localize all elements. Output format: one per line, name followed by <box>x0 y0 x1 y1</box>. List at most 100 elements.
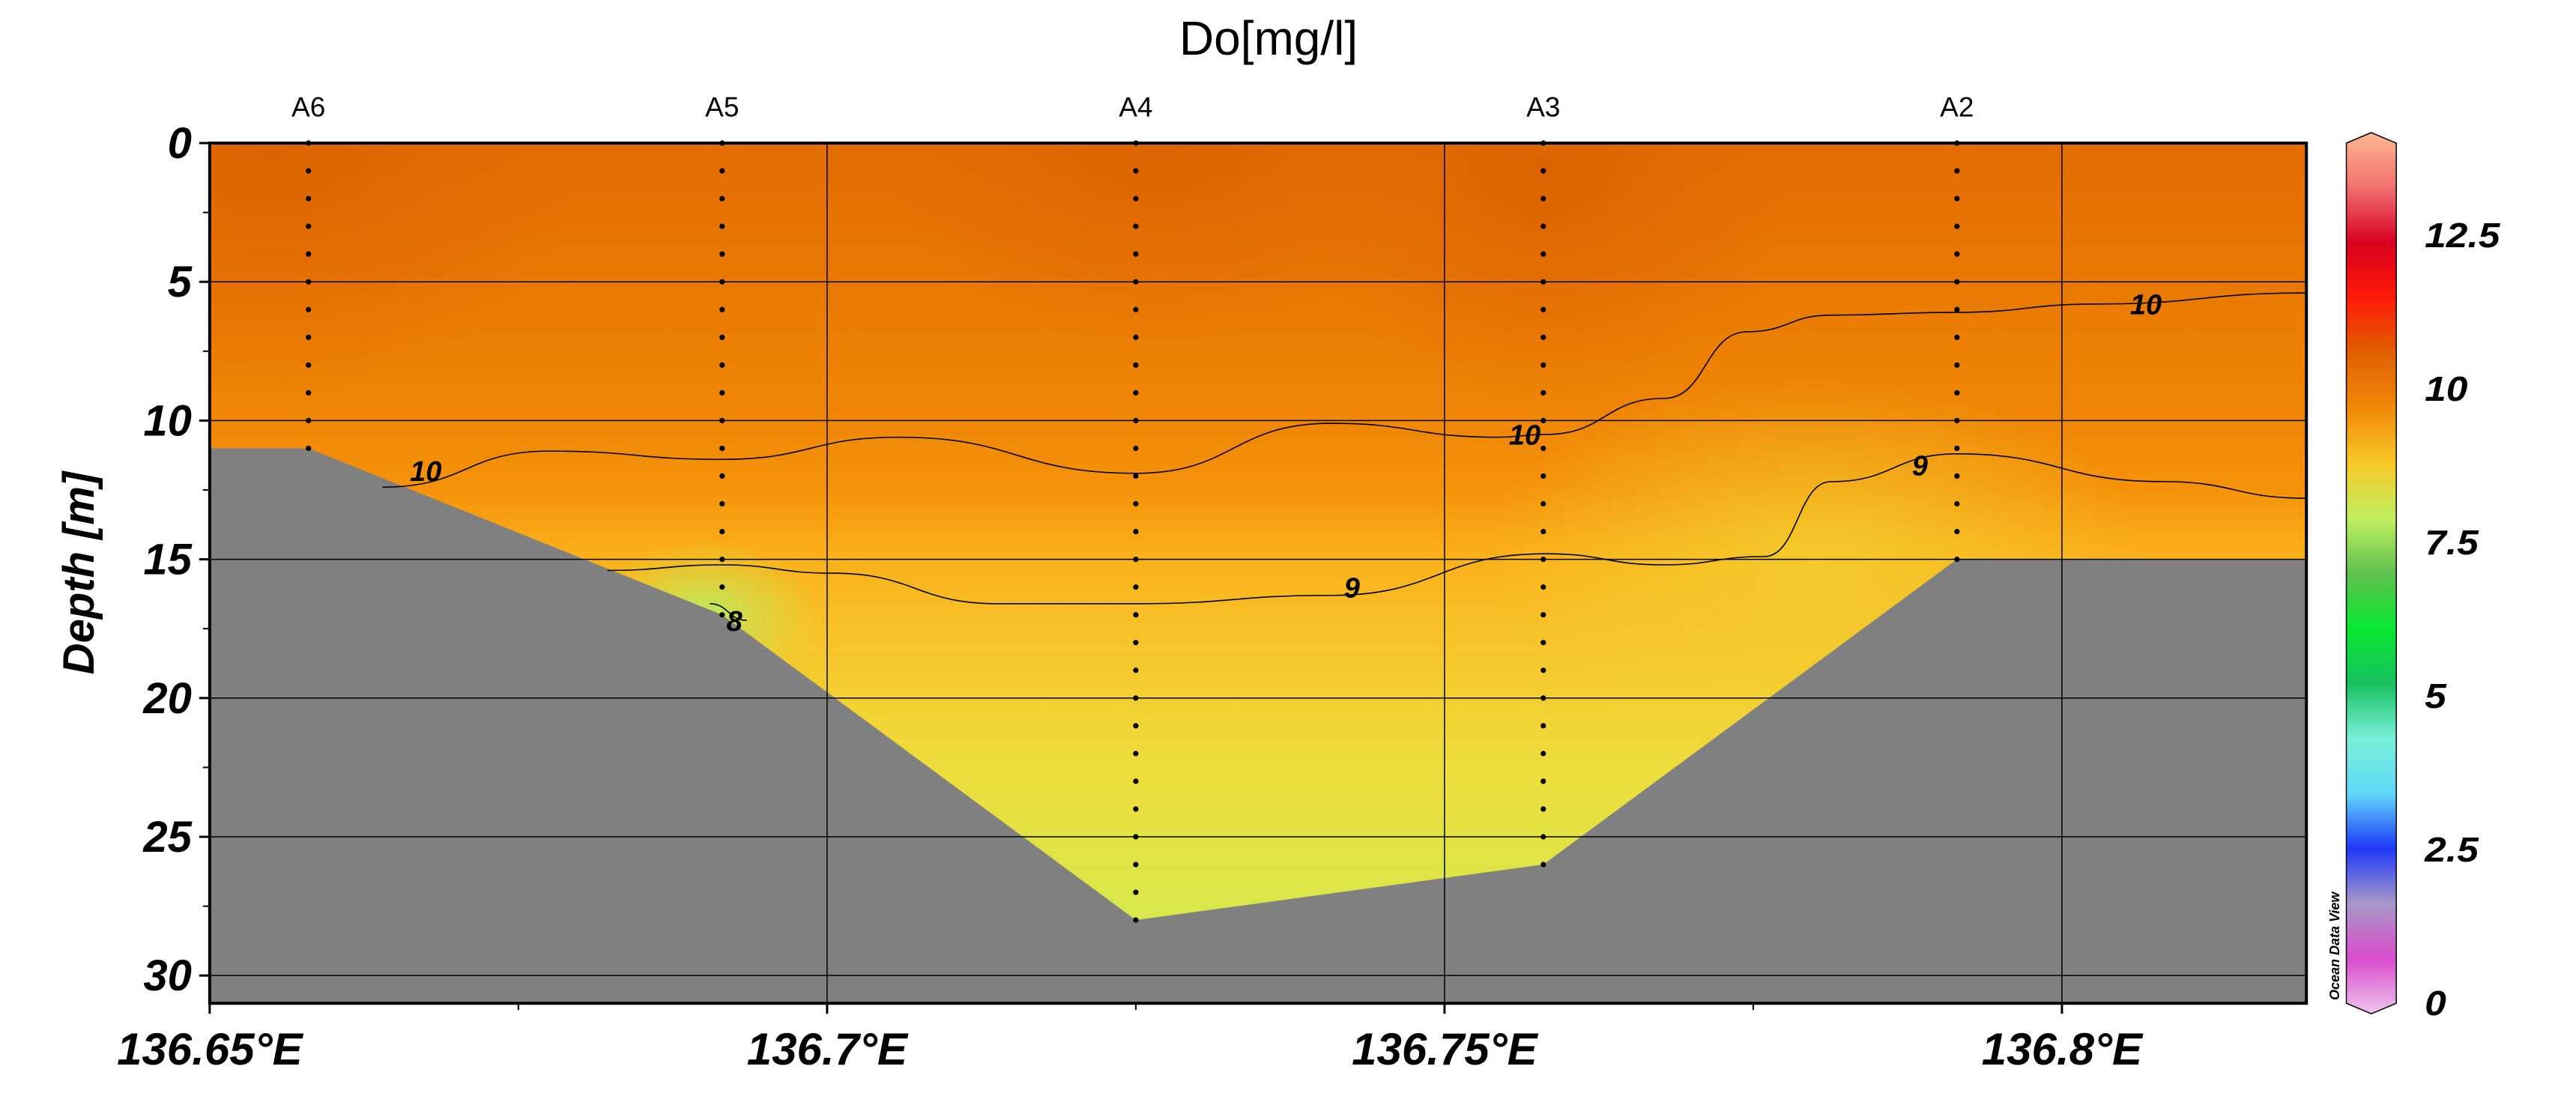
sample-point <box>1133 390 1139 396</box>
sample-point <box>1133 612 1139 618</box>
y-tick-label: 30 <box>143 951 192 1000</box>
y-tick-label: 25 <box>142 813 192 862</box>
seafloor-land <box>209 448 2307 1004</box>
sample-point <box>719 306 725 312</box>
sample-point <box>1133 889 1139 895</box>
colorbar-tick-label: 10 <box>2425 371 2467 409</box>
sample-point <box>306 445 312 452</box>
sample-point <box>1133 168 1139 174</box>
sample-point <box>1541 334 1546 340</box>
sample-point <box>1133 528 1139 535</box>
sample-point <box>719 196 725 202</box>
sample-point <box>306 223 312 229</box>
sample-point <box>1954 362 1960 368</box>
sample-point <box>1954 445 1960 452</box>
sample-point <box>1541 500 1546 507</box>
colorbar-tick-label: 12.5 <box>2425 217 2500 255</box>
contour-line-10 <box>382 292 2307 488</box>
sample-point <box>1541 251 1546 257</box>
sample-point <box>1954 500 1960 507</box>
sample-point <box>1541 168 1546 174</box>
chart-title: Do[mg/l] <box>1179 11 1358 65</box>
credit-ocean-data-view: Ocean Data View <box>2327 891 2342 1000</box>
sample-point <box>719 334 725 340</box>
x-tick-label: 136.7°E <box>747 1024 909 1074</box>
sample-point <box>1133 473 1139 479</box>
sample-point <box>1541 612 1546 618</box>
sample-point <box>1541 778 1546 784</box>
colorbar: 0 2.5 5 7.5 10 12.5 <box>2345 132 2500 1023</box>
sample-point <box>306 306 312 312</box>
sample-point <box>1541 362 1546 368</box>
sample-point <box>1954 473 1960 479</box>
sample-point <box>1133 251 1139 257</box>
sample-point <box>1954 390 1960 396</box>
y-tick-label: 15 <box>143 536 192 584</box>
sample-point <box>1954 528 1960 535</box>
sample-point <box>1541 862 1546 868</box>
sample-point <box>719 251 725 257</box>
sample-point <box>1954 556 1960 563</box>
sample-point <box>1954 334 1960 340</box>
sample-point <box>306 334 312 340</box>
sample-point <box>1133 417 1139 423</box>
sample-point <box>1541 445 1546 452</box>
sample-point <box>719 556 725 563</box>
sample-point <box>306 196 312 202</box>
sample-point <box>719 223 725 229</box>
y-tick-label: 10 <box>143 396 192 445</box>
contour-label-9: 9 <box>1344 572 1360 604</box>
y-tick-label: 0 <box>168 119 192 168</box>
sample-point <box>1133 584 1139 590</box>
sample-point <box>1541 556 1546 563</box>
colorbar-tick-label: 7.5 <box>2425 524 2479 563</box>
sample-point <box>1541 417 1546 423</box>
sample-point <box>306 417 312 423</box>
sample-point <box>1541 473 1546 479</box>
contour-label-9: 9 <box>1912 450 1928 482</box>
colorbar-tick-label: 0 <box>2425 985 2446 1023</box>
sample-point <box>719 528 725 535</box>
axes: 0 5 10 15 20 25 30 136.65°E 136.7°E 136.75°E 136.8… <box>117 119 2309 1074</box>
sample-point <box>1133 834 1139 840</box>
sample-point <box>1541 196 1546 202</box>
sample-point <box>719 445 725 452</box>
sample-point <box>1133 223 1139 229</box>
sample-point <box>719 279 725 285</box>
contour-label-8: 8 <box>727 606 743 638</box>
sample-point <box>1133 196 1139 202</box>
sample-point <box>1954 306 1960 312</box>
sample-point <box>1541 584 1546 590</box>
station-label: A3 <box>1526 91 1560 122</box>
contours: 10 10 10 9 9 8 <box>382 290 2307 638</box>
sample-point <box>1133 751 1139 757</box>
data-field <box>209 143 2307 1004</box>
contour-label-10: 10 <box>410 456 441 488</box>
sample-point <box>1541 695 1546 701</box>
sample-point <box>1541 806 1546 812</box>
sample-point <box>1954 417 1960 423</box>
sample-point <box>1133 556 1139 563</box>
sample-point <box>719 362 725 368</box>
sample-point <box>719 390 725 396</box>
colorbar-tick-label: 5 <box>2425 678 2447 716</box>
sample-point <box>719 500 725 507</box>
x-tick-label: 136.8°E <box>1982 1024 2144 1074</box>
sample-point <box>1133 806 1139 812</box>
sample-point <box>719 417 725 423</box>
sample-point <box>1133 640 1139 646</box>
station-label: A6 <box>291 91 325 122</box>
sample-point <box>1133 917 1139 923</box>
field-high-patch <box>1293 143 1793 404</box>
colorbar-tick-label: 2.5 <box>2424 832 2479 870</box>
sample-point <box>1954 223 1960 229</box>
sample-point <box>1541 834 1546 840</box>
sample-point <box>1133 778 1139 784</box>
sample-point <box>1954 196 1960 202</box>
sample-point <box>1954 279 1960 285</box>
station-label: A5 <box>705 91 739 122</box>
contour-line-9 <box>607 453 2307 605</box>
sample-point <box>719 473 725 479</box>
plot-frame <box>208 142 2309 1005</box>
